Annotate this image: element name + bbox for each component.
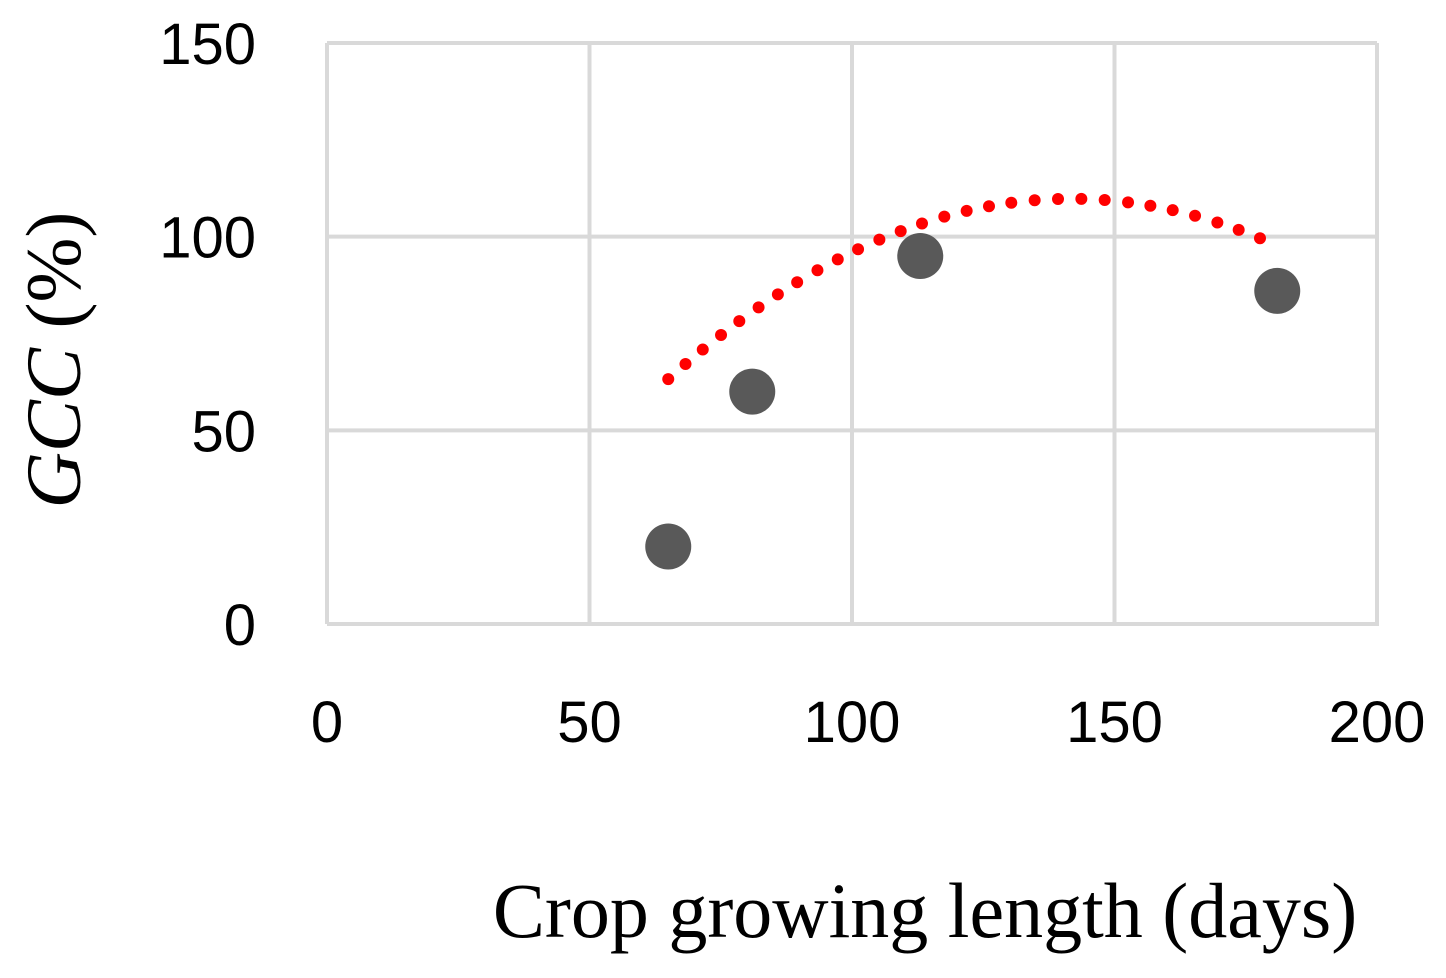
y-tick-label: 50: [191, 399, 256, 464]
data-point-0: [645, 523, 692, 570]
grid: [325, 41, 1379, 626]
trend-dot-8: [811, 264, 824, 277]
trend-dot-13: [916, 217, 928, 230]
trend-dot-9: [831, 253, 844, 266]
trend-dot-28: [1253, 232, 1266, 245]
trend-dot-1: [679, 358, 692, 371]
trend-dot-18: [1028, 194, 1041, 207]
data-point-2: [897, 233, 944, 280]
trend-dot-15: [960, 204, 973, 217]
x-tick-label: 50: [557, 690, 622, 755]
trend-dot-25: [1189, 209, 1202, 222]
trend-dot-27: [1232, 223, 1245, 236]
trend-dot-10: [852, 243, 865, 256]
trend-dot-20: [1075, 192, 1088, 205]
trend-dot-6: [771, 288, 784, 301]
trend-dot-23: [1144, 199, 1157, 212]
trend-dot-17: [1005, 196, 1018, 209]
y-tick-label: 100: [159, 206, 256, 271]
x-tick-label: 100: [804, 690, 901, 755]
trend-dot-16: [982, 200, 995, 213]
trend-dot-0: [662, 373, 675, 386]
y-axis-symbol: GCC: [10, 347, 97, 508]
trend-dot-19: [1052, 192, 1065, 205]
trend-dot-26: [1211, 216, 1224, 229]
trend-dot-21: [1098, 194, 1111, 207]
data-point-1: [729, 368, 776, 415]
y-axis-unit: (%): [10, 212, 97, 348]
x-tick-label: 0: [311, 690, 343, 755]
trend-dot-5: [752, 301, 765, 314]
trendline: [662, 192, 1266, 386]
x-axis-title: Crop growing length (days): [493, 867, 1357, 954]
y-tick-label: 0: [224, 593, 256, 658]
trend-dot-11: [873, 233, 886, 246]
trend-dot-24: [1166, 204, 1179, 217]
trend-dot-7: [791, 276, 804, 289]
y-tick-label: 150: [159, 12, 256, 77]
y-tick-labels: 0 50 100 150: [159, 12, 256, 658]
x-tick-labels: 0 50 100 150 200: [311, 690, 1426, 755]
trend-dot-4: [733, 315, 746, 328]
trend-dot-3: [715, 328, 728, 341]
x-tick-label: 150: [1066, 690, 1163, 755]
trend-dot-12: [894, 225, 907, 238]
trend-dot-14: [938, 210, 951, 223]
data-point-3: [1254, 267, 1301, 314]
data-points: [645, 233, 1301, 570]
trend-dot-2: [696, 343, 709, 356]
y-axis-title: GCC (%): [10, 212, 97, 509]
x-tick-label: 200: [1329, 690, 1426, 755]
trend-dot-22: [1122, 196, 1135, 209]
